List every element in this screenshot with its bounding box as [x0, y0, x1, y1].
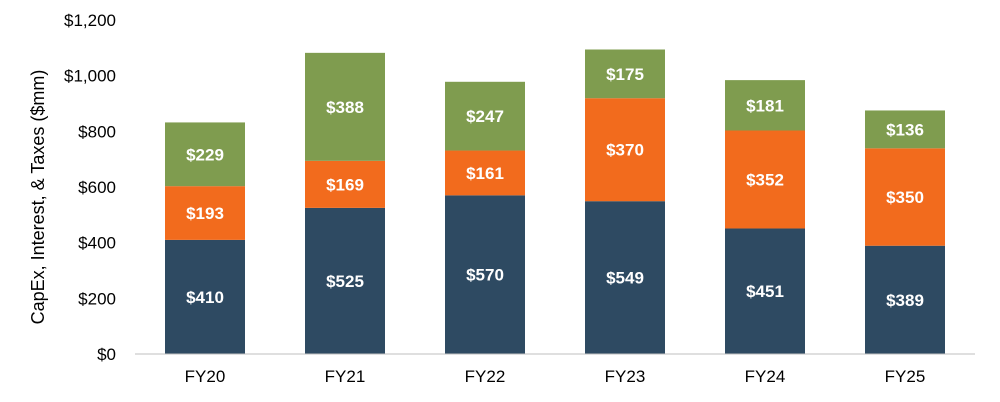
bar-segment [865, 110, 945, 149]
data-label: $451 [746, 282, 784, 301]
data-label: $410 [186, 288, 224, 307]
bar-stack-fy20: $410 $193 $229 [165, 122, 245, 354]
bar-segment [585, 201, 665, 354]
data-label: $193 [186, 204, 224, 223]
bar-segment [445, 150, 525, 196]
data-label: $549 [606, 269, 644, 288]
x-axis-ticks: FY20 FY21 FY22 FY23 FY24 FY25 [185, 367, 926, 386]
bar-stack-fy22: $570 $161 $247 [445, 81, 525, 354]
data-label: $175 [606, 65, 644, 84]
y-tick-label: $800 [78, 122, 116, 141]
bar-stack-fy25: $389 $350 $136 [865, 110, 945, 354]
data-label: $350 [886, 188, 924, 207]
y-tick-label: $0 [97, 345, 116, 364]
bar-segment [305, 160, 385, 208]
bar-stack-fy23: $549 $370 $175 [585, 49, 665, 354]
bar-segment [585, 98, 665, 202]
bar-segment [445, 81, 525, 151]
data-label: $169 [326, 175, 364, 194]
bar-segment [165, 186, 245, 240]
data-label: $525 [326, 272, 364, 291]
data-label: $161 [466, 164, 504, 183]
data-label: $352 [746, 170, 784, 189]
bar-segment [865, 148, 945, 246]
y-tick-label: $400 [78, 234, 116, 253]
data-label: $388 [326, 98, 364, 117]
x-tick-label: FY21 [325, 367, 366, 386]
data-label: $370 [606, 141, 644, 160]
y-tick-label: $600 [78, 178, 116, 197]
bar-segment [725, 130, 805, 229]
bar-stack-fy21: $525 $169 $388 [305, 52, 385, 354]
bar-stack-fy24: $451 $352 $181 [725, 80, 805, 354]
bars: $410 $193 $229 $525 $169 $388 $570 $161 $247 $549… [165, 49, 945, 354]
bar-segment [725, 228, 805, 354]
bar-segment [865, 245, 945, 354]
data-label: $229 [186, 145, 224, 164]
bar-segment [585, 49, 665, 99]
bar-segment [445, 195, 525, 354]
bar-segment [725, 80, 805, 131]
bar-segment [165, 122, 245, 187]
y-tick-label: $200 [78, 289, 116, 308]
data-label: $181 [746, 96, 784, 115]
bar-segment [305, 52, 385, 161]
y-tick-label: $1,200 [64, 11, 116, 30]
y-axis-title: CapEx, Interest, & Taxes ($mm) [28, 70, 48, 325]
x-tick-label: FY25 [885, 367, 926, 386]
y-tick-label: $1,000 [64, 67, 116, 86]
x-tick-label: FY24 [745, 367, 786, 386]
bar-segment [165, 239, 245, 354]
y-axis-ticks: $0 $200 $400 $600 $800 $1,000 $1,200 [64, 11, 116, 364]
bar-segment [305, 207, 385, 354]
x-tick-label: FY20 [185, 367, 226, 386]
data-label: $570 [466, 266, 504, 285]
data-label: $247 [466, 107, 504, 126]
x-tick-label: FY22 [465, 367, 506, 386]
data-label: $389 [886, 291, 924, 310]
data-label: $136 [886, 120, 924, 139]
x-tick-label: FY23 [605, 367, 646, 386]
